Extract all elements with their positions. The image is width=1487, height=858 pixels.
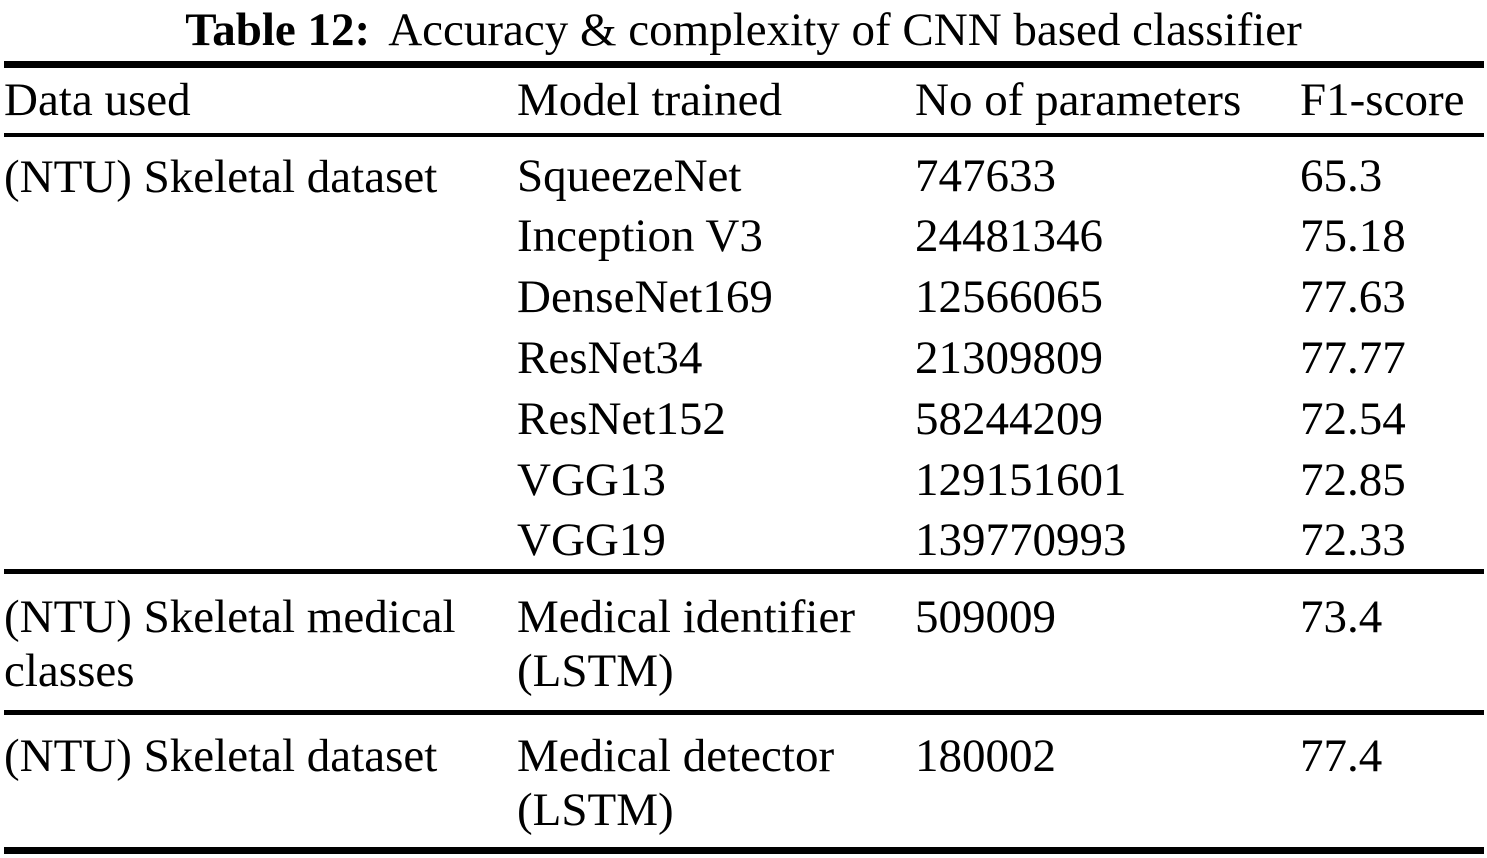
table-row: DenseNet169 12566065 77.63: [4, 267, 1484, 328]
cell-model: Medical detector (LSTM): [517, 730, 835, 836]
cell-f1: 75.18: [1300, 210, 1406, 262]
cell-model: ResNet34: [517, 332, 703, 384]
section-cnn-models: (NTU) Skeletal dataset SqueezeNet 747633…: [4, 135, 1484, 572]
cell-model: Inception V3: [517, 210, 763, 262]
cell-model: ResNet152: [517, 393, 726, 445]
cell-params: 58244209: [915, 393, 1103, 445]
cell-model: VGG19: [517, 513, 666, 566]
column-header-data-used: Data used: [4, 64, 517, 137]
cell-model: Medical identifier (LSTM): [517, 591, 855, 697]
table-caption-text: Accuracy & complexity of CNN based class…: [388, 4, 1302, 56]
table-caption-label: Table 12:: [185, 4, 371, 56]
cell-f1: 65.3: [1300, 150, 1383, 202]
table-caption: Table 12: Accuracy & complexity of CNN ba…: [0, 0, 1487, 58]
cell-model: DenseNet169: [517, 271, 773, 323]
cell-f1: 73.4: [1300, 591, 1383, 643]
table-row: (NTU) Skeletal dataset SqueezeNet 747633…: [4, 135, 1484, 206]
table-row: (NTU) Skeletal dataset Medical detector …: [4, 713, 1484, 851]
section-medical-identifier: (NTU) Skeletal medical classes Medical i…: [4, 572, 1484, 713]
cell-f1: 77.4: [1300, 730, 1383, 782]
cell-params: 12566065: [915, 271, 1103, 323]
results-table: Data used Model trained No of parameters…: [4, 61, 1484, 854]
cell-f1: 77.77: [1300, 332, 1406, 384]
table-row: ResNet34 21309809 77.77: [4, 328, 1484, 389]
table-row: Inception V3 24481346 75.18: [4, 206, 1484, 267]
cell-params: 509009: [915, 591, 1056, 643]
cell-params: 21309809: [915, 332, 1103, 384]
cell-model: SqueezeNet: [517, 150, 742, 202]
header-row: Data used Model trained No of parameters…: [4, 64, 1484, 137]
column-header-f1-score: F1-score: [1300, 64, 1484, 137]
cell-f1: 72.85: [1300, 454, 1406, 506]
cell-params: 747633: [915, 150, 1056, 202]
cell-params: 139770993: [915, 513, 1127, 566]
table-row: ResNet152 58244209 72.54: [4, 389, 1484, 450]
section-medical-detector: (NTU) Skeletal dataset Medical detector …: [4, 713, 1484, 851]
column-header-no-of-parameters: No of parameters: [915, 64, 1300, 137]
cell-data-used: (NTU) Skeletal medical classes: [4, 591, 456, 697]
cell-data-used: (NTU) Skeletal dataset: [4, 730, 438, 782]
column-header-model-trained: Model trained: [517, 64, 915, 137]
cell-f1: 77.63: [1300, 271, 1406, 323]
cell-f1: 72.33: [1300, 513, 1406, 566]
cell-data-used: (NTU) Skeletal dataset: [4, 150, 438, 203]
table-row: VGG13 129151601 72.85: [4, 450, 1484, 511]
cell-f1: 72.54: [1300, 393, 1406, 445]
cell-params: 129151601: [915, 454, 1127, 506]
cell-params: 24481346: [915, 210, 1103, 262]
table-row: (NTU) Skeletal medical classes Medical i…: [4, 572, 1484, 713]
cell-params: 180002: [915, 730, 1056, 782]
cell-model: VGG13: [517, 454, 666, 506]
table-row: VGG19 139770993 72.33: [4, 511, 1484, 572]
